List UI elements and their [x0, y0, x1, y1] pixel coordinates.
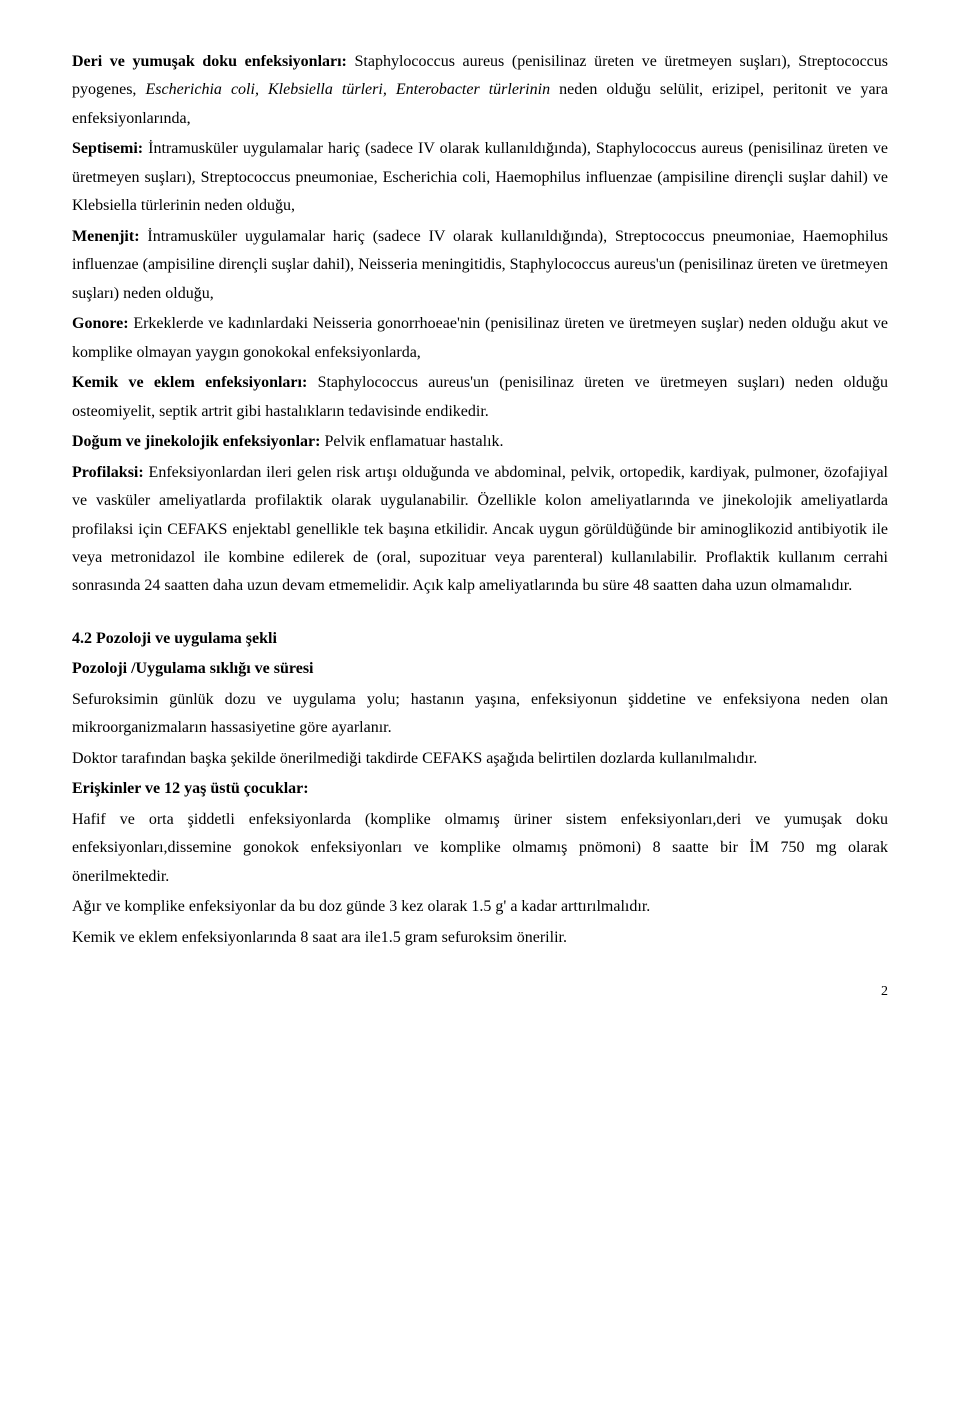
paragraph-hafif: Hafif ve orta şiddetli enfeksiyonlarda (… — [72, 806, 888, 891]
paragraph-septisemi: Septisemi: İntramusküler uygulamalar har… — [72, 135, 888, 220]
lead-menenjit: Menenjit: — [72, 228, 140, 245]
lead-profilaksi: Profilaksi: — [72, 464, 144, 481]
section-4-2-subtitle: Pozoloji /Uygulama sıklığı ve süresi — [72, 655, 888, 683]
paragraph-sefuroksim: Sefuroksimin günlük dozu ve uygulama yol… — [72, 686, 888, 743]
page-number: 2 — [72, 980, 888, 1005]
lead-dogum: Doğum ve jinekolojik enfeksiyonlar: — [72, 433, 320, 450]
italic-deri: Escherichia coli, Klebsiella türleri, En… — [145, 81, 550, 98]
lead-septisemi: Septisemi: — [72, 140, 143, 157]
text-gonore: Erkeklerde ve kadınlardaki Neisseria gon… — [72, 315, 888, 360]
paragraph-agir: Ağır ve komplike enfeksiyonlar da bu doz… — [72, 893, 888, 921]
text-menenjit: İntramusküler uygulamalar hariç (sadece … — [72, 228, 888, 302]
paragraph-gonore: Gonore: Erkeklerde ve kadınlardaki Neiss… — [72, 310, 888, 367]
lead-deri: Deri ve yumuşak doku enfeksiyonları: — [72, 53, 347, 70]
paragraph-deri: Deri ve yumuşak doku enfeksiyonları: Sta… — [72, 48, 888, 133]
paragraph-kemik: Kemik ve eklem enfeksiyonları: Staphyloc… — [72, 369, 888, 426]
lead-eriskinler: Erişkinler ve 12 yaş üstü çocuklar: — [72, 780, 309, 797]
paragraph-eriskinler: Erişkinler ve 12 yaş üstü çocuklar: — [72, 775, 888, 803]
section-4-2-title: 4.2 Pozoloji ve uygulama şekli — [72, 625, 888, 653]
text-septisemi: İntramusküler uygulamalar hariç (sadece … — [72, 140, 888, 214]
paragraph-kemik-eklem: Kemik ve eklem enfeksiyonlarında 8 saat … — [72, 924, 888, 952]
text-profilaksi: Enfeksiyonlardan ileri gelen risk artışı… — [72, 464, 888, 595]
paragraph-dogum: Doğum ve jinekolojik enfeksiyonlar: Pelv… — [72, 428, 888, 456]
paragraph-profilaksi: Profilaksi: Enfeksiyonlardan ileri gelen… — [72, 459, 888, 601]
lead-gonore: Gonore: — [72, 315, 129, 332]
paragraph-menenjit: Menenjit: İntramusküler uygulamalar hari… — [72, 223, 888, 308]
text-dogum: Pelvik enflamatuar hastalık. — [320, 433, 503, 450]
paragraph-doktor: Doktor tarafından başka şekilde önerilme… — [72, 745, 888, 773]
lead-kemik: Kemik ve eklem enfeksiyonları: — [72, 374, 307, 391]
